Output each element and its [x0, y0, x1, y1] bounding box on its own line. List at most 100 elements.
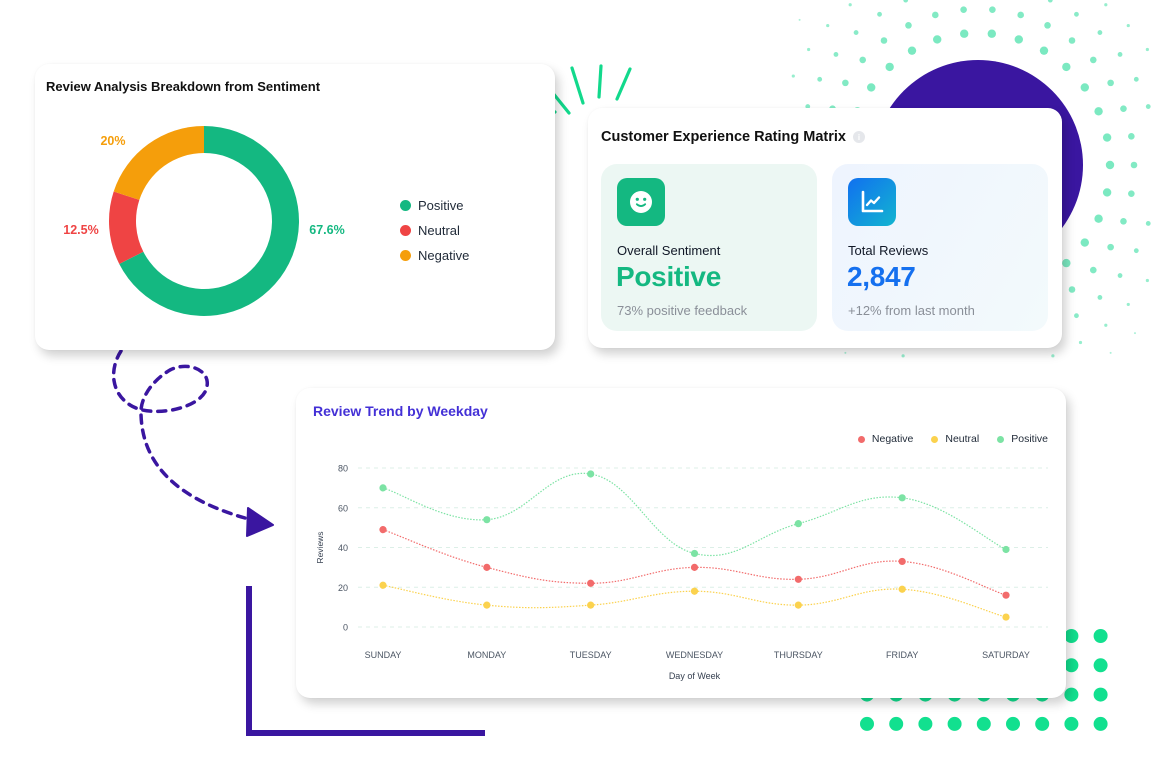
y-axis-label: Reviews [315, 531, 325, 563]
data-point-negative[interactable] [1002, 591, 1010, 599]
data-point-positive[interactable] [587, 470, 595, 478]
decorative-dot [1093, 716, 1108, 731]
x-tick-label: TUESDAY [570, 650, 612, 660]
decorative-dot [947, 716, 962, 731]
donut-segment-positive[interactable] [119, 126, 299, 316]
legend-item-positive[interactable]: Positive [400, 193, 469, 218]
dashed-arrow-decoration [111, 349, 247, 520]
decorative-dot [1097, 30, 1103, 35]
decorative-dot [1117, 273, 1123, 278]
data-point-negative[interactable] [794, 575, 802, 583]
line-chart-icon [848, 178, 896, 226]
donut-chart: 20% 12.5% 67.6% [63, 126, 345, 316]
decorative-dot [989, 6, 996, 13]
x-tick-label: SUNDAY [365, 650, 402, 660]
y-tick-label: 0 [343, 623, 348, 633]
legend-item-neutral[interactable]: Neutral [400, 218, 469, 243]
data-point-positive[interactable] [379, 484, 387, 492]
decorative-dot [918, 716, 933, 731]
decorative-dot [907, 46, 917, 55]
decorative-dot [1097, 295, 1103, 300]
legend-item-positive[interactable]: Positive [997, 433, 1048, 445]
y-tick-label: 80 [338, 464, 348, 474]
data-point-positive[interactable] [898, 494, 906, 502]
x-tick-label: MONDAY [467, 650, 506, 660]
data-point-positive[interactable] [1002, 545, 1010, 554]
data-point-neutral[interactable] [690, 587, 699, 595]
donut-segment-neutral[interactable] [108, 191, 144, 264]
decorative-dot [1126, 302, 1130, 307]
data-point-neutral[interactable] [587, 601, 595, 609]
info-icon[interactable]: i [852, 131, 865, 143]
data-point-neutral[interactable] [898, 585, 906, 593]
decorative-dot [1133, 248, 1139, 254]
decorative-dot [1133, 332, 1136, 335]
data-point-negative[interactable] [690, 563, 699, 571]
card-title-row: Customer Experience Rating Matrix i [601, 129, 865, 145]
card-title: Review Analysis Breakdown from Sentiment [46, 79, 321, 94]
legend-label: Negative [418, 248, 470, 263]
decorative-dot [1089, 266, 1097, 274]
donut-segment-negative[interactable] [113, 126, 204, 200]
legend-item-neutral[interactable]: Neutral [931, 433, 979, 445]
decorative-dot [903, 0, 909, 3]
stat-label: Overall Sentiment [617, 243, 721, 258]
data-point-neutral[interactable] [1002, 613, 1010, 621]
x-tick-label: WEDNESDAY [666, 650, 723, 660]
legend-label: Positive [1011, 433, 1048, 445]
decorative-dot [901, 354, 905, 358]
decorative-dot [1109, 351, 1112, 354]
data-point-neutral[interactable] [794, 601, 802, 609]
x-tick-label: THURSDAY [774, 650, 823, 660]
decorative-dot [1044, 22, 1051, 29]
decorative-dot [1093, 658, 1108, 673]
decorative-dot [933, 35, 942, 44]
data-point-negative[interactable] [587, 579, 595, 587]
decorative-dot [1068, 37, 1076, 44]
positive-dot-icon [997, 435, 1005, 443]
decorative-dot [833, 52, 839, 57]
weekday-trend-card: Review Trend by Weekday Negative Neutral… [296, 388, 1066, 698]
decorative-dot [1014, 35, 1023, 44]
data-point-negative[interactable] [379, 526, 387, 534]
neutral-dot-icon [400, 225, 411, 236]
card-title: Review Trend by Weekday [313, 403, 488, 419]
series-line-negative [382, 529, 1007, 596]
decorative-dot [1104, 323, 1108, 327]
data-point-positive[interactable] [794, 520, 802, 528]
decorative-dot [1128, 190, 1135, 197]
decorative-dot [860, 716, 874, 731]
decorative-dot [859, 56, 867, 64]
donut-label-negative: 20% [100, 134, 125, 148]
decorative-dot [842, 79, 849, 87]
data-point-positive[interactable] [483, 516, 491, 524]
data-point-negative[interactable] [898, 557, 906, 566]
stat-value: 2,847 [847, 261, 916, 292]
negative-dot-icon [400, 250, 411, 261]
stat-subtext: +12% from last month [848, 303, 975, 318]
data-point-negative[interactable] [483, 563, 491, 571]
data-point-neutral[interactable] [379, 581, 387, 589]
decorative-dot [1102, 188, 1112, 197]
decorative-dot [1074, 313, 1079, 319]
decorative-dot [1094, 107, 1103, 116]
donut-label-positive: 67.6% [309, 223, 344, 237]
decorative-dot [1128, 133, 1135, 140]
decorative-dot [1120, 218, 1127, 225]
overall-sentiment-tile: Overall Sentiment Positive 73% positive … [601, 164, 817, 331]
decorative-dot [1062, 258, 1071, 268]
y-tick-label: 40 [338, 543, 348, 553]
decorative-dot [1064, 716, 1079, 731]
legend-item-negative[interactable]: Negative [400, 243, 469, 268]
decorative-dot [817, 76, 823, 82]
decorative-dot [826, 23, 830, 28]
decorative-dot [1062, 62, 1071, 72]
decorative-dot [880, 37, 888, 44]
data-point-neutral[interactable] [483, 601, 491, 609]
legend-item-negative[interactable]: Negative [857, 433, 913, 445]
legend-label: Neutral [418, 223, 460, 238]
decorative-dot [889, 716, 904, 731]
decorative-dot [1120, 105, 1127, 112]
data-point-positive[interactable] [690, 549, 699, 558]
decorative-dot [1102, 133, 1112, 142]
